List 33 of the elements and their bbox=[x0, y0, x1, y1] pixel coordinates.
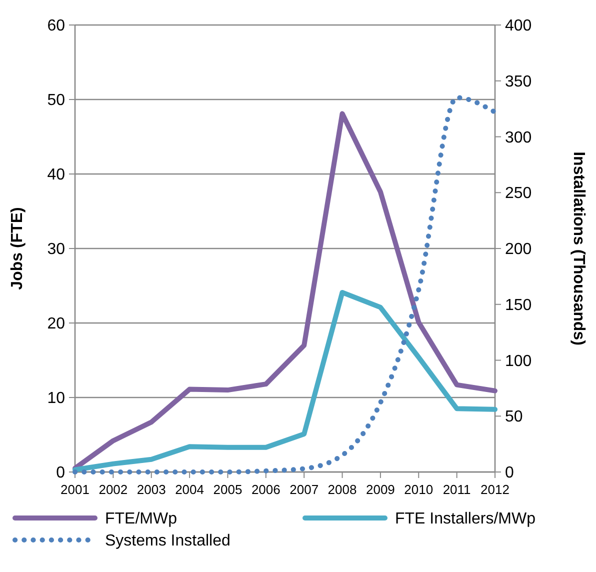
y2-tick-label: 150 bbox=[505, 296, 532, 314]
y-tick-label: 30 bbox=[47, 241, 66, 258]
y2-tick-label: 400 bbox=[505, 18, 532, 35]
x-tick-label: 2007 bbox=[290, 482, 319, 497]
y2-tick-label: 100 bbox=[505, 352, 532, 370]
x-tick-label: 2005 bbox=[213, 482, 242, 497]
y-tick-label: 20 bbox=[47, 316, 66, 333]
legend-label: FTE/MWp bbox=[105, 510, 178, 528]
y2-tick-label: 250 bbox=[505, 185, 532, 202]
y2-tick-label: 200 bbox=[505, 241, 532, 258]
x-tick-label: 2001 bbox=[60, 482, 90, 497]
y-tick-label: 10 bbox=[47, 390, 66, 408]
x-tick-label: 2002 bbox=[98, 482, 128, 497]
x-tick-label: 2003 bbox=[136, 482, 166, 497]
x-tick-label: 2006 bbox=[251, 482, 280, 497]
y2-tick-label: 350 bbox=[505, 73, 532, 90]
y2-tick-label: 0 bbox=[505, 464, 514, 482]
y-axis-title: Jobs (FTE) bbox=[9, 207, 26, 290]
y-tick-label: 0 bbox=[56, 464, 66, 482]
x-tick-label: 2011 bbox=[442, 482, 471, 497]
legend-label: Systems Installed bbox=[105, 532, 230, 550]
y2-tick-label: 300 bbox=[505, 129, 532, 146]
y-tick-label: 50 bbox=[47, 92, 66, 110]
y-tick-label: 60 bbox=[47, 18, 66, 35]
y2-tick-label: 50 bbox=[505, 408, 523, 426]
legend-label: FTE Installers/MWp bbox=[395, 510, 536, 528]
y-tick-label: 40 bbox=[47, 166, 66, 184]
x-tick-label: 2009 bbox=[366, 482, 395, 497]
x-tick-label: 2008 bbox=[328, 482, 357, 497]
x-tick-label: 2004 bbox=[175, 482, 204, 497]
x-tick-label: 2012 bbox=[480, 482, 510, 497]
x-tick-label: 2010 bbox=[404, 482, 434, 497]
y2-axis-title: Installations (Thousands) bbox=[570, 152, 587, 346]
